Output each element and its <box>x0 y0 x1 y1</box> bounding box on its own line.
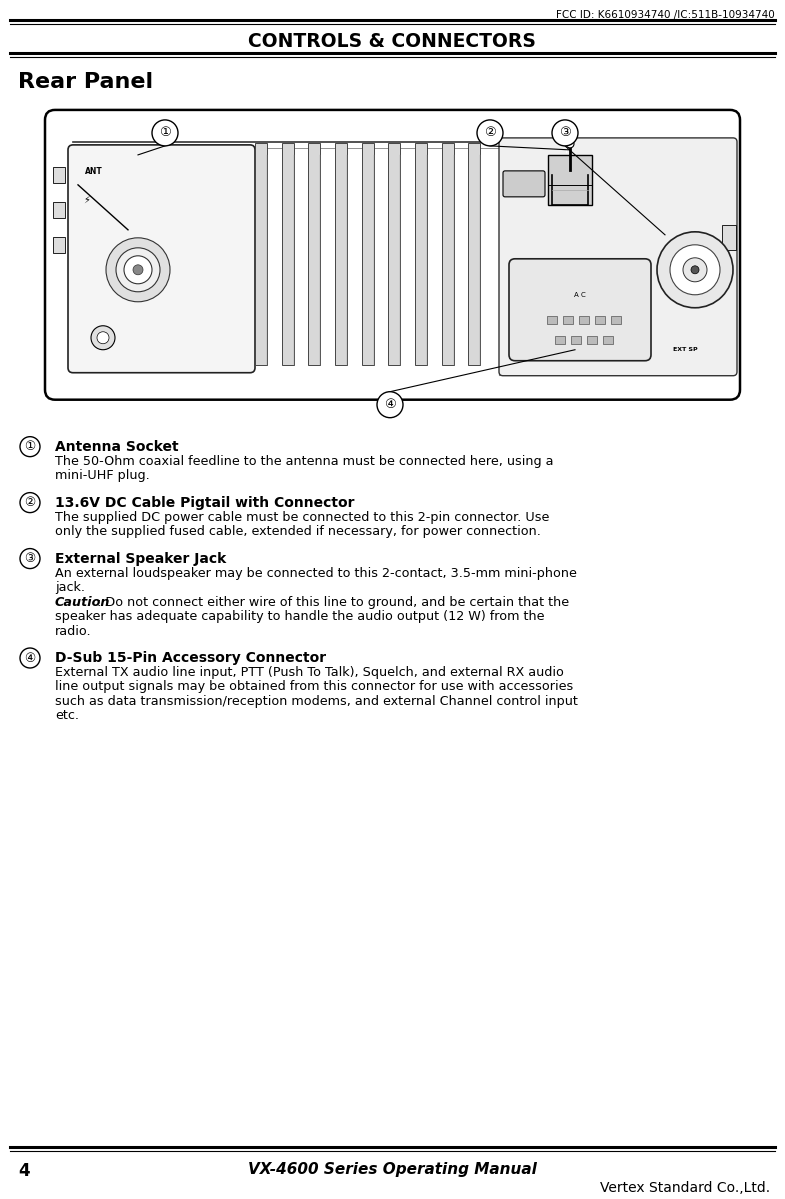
Bar <box>611 315 621 324</box>
Text: VX-4600 Series Operating Manual: VX-4600 Series Operating Manual <box>247 1162 536 1177</box>
Bar <box>53 167 65 183</box>
Bar <box>547 315 557 324</box>
Text: ③: ③ <box>559 126 571 139</box>
Text: A C: A C <box>574 291 586 297</box>
Circle shape <box>116 248 160 291</box>
FancyBboxPatch shape <box>45 110 740 399</box>
Text: etc.: etc. <box>55 710 79 723</box>
Text: Caution: Caution <box>55 596 111 609</box>
Text: FCC ID: K6610934740 /IC:511B-10934740: FCC ID: K6610934740 /IC:511B-10934740 <box>557 10 775 20</box>
Text: EXT SP: EXT SP <box>673 348 698 353</box>
Text: ③: ③ <box>24 552 35 565</box>
Circle shape <box>133 265 143 275</box>
Circle shape <box>106 237 170 302</box>
Text: ④: ④ <box>384 398 396 411</box>
Bar <box>571 336 581 344</box>
Text: only the supplied fused cable, extended if necessary, for power connection.: only the supplied fused cable, extended … <box>55 525 541 538</box>
Circle shape <box>566 140 574 147</box>
Bar <box>595 315 605 324</box>
Circle shape <box>20 549 40 568</box>
Circle shape <box>670 245 720 295</box>
Bar <box>415 143 427 364</box>
Text: External TX audio line input, PTT (Push To Talk), Squelch, and external RX audio: External TX audio line input, PTT (Push … <box>55 665 564 679</box>
Text: The 50-Ohm coaxial feedline to the antenna must be connected here, using a: The 50-Ohm coaxial feedline to the anten… <box>55 454 553 468</box>
Bar <box>53 237 65 253</box>
FancyBboxPatch shape <box>509 259 651 361</box>
Circle shape <box>20 647 40 668</box>
Bar <box>442 143 454 364</box>
Bar <box>563 315 573 324</box>
Bar <box>555 336 565 344</box>
Text: : Do not connect either wire of this line to ground, and be certain that the: : Do not connect either wire of this lin… <box>97 596 569 609</box>
Bar <box>309 143 320 364</box>
Bar <box>362 143 374 364</box>
Text: The supplied DC power cable must be connected to this 2-pin connector. Use: The supplied DC power cable must be conn… <box>55 511 549 524</box>
Circle shape <box>683 258 707 282</box>
Text: Rear Panel: Rear Panel <box>18 72 153 92</box>
Circle shape <box>377 392 403 417</box>
Circle shape <box>20 436 40 457</box>
Text: such as data transmission/reception modems, and external Channel control input: such as data transmission/reception mode… <box>55 695 578 707</box>
Text: mini-UHF plug.: mini-UHF plug. <box>55 469 150 482</box>
Text: ①: ① <box>24 440 35 453</box>
FancyBboxPatch shape <box>499 138 737 375</box>
Text: ②: ② <box>484 126 496 139</box>
Circle shape <box>152 120 178 146</box>
Text: Vertex Standard Co.,Ltd.: Vertex Standard Co.,Ltd. <box>600 1181 770 1195</box>
Bar <box>53 201 65 218</box>
Text: ②: ② <box>24 496 35 510</box>
Text: External Speaker Jack: External Speaker Jack <box>55 552 226 566</box>
Circle shape <box>657 231 733 308</box>
Text: ①: ① <box>159 126 171 139</box>
Bar <box>579 315 589 324</box>
Text: CONTROLS & CONNECTORS: CONTROLS & CONNECTORS <box>248 32 536 52</box>
Bar <box>389 143 400 364</box>
Circle shape <box>97 332 109 344</box>
FancyBboxPatch shape <box>503 171 545 197</box>
Bar <box>722 225 736 249</box>
Text: ANT: ANT <box>85 168 103 176</box>
Text: 4: 4 <box>18 1162 30 1180</box>
Circle shape <box>91 326 115 350</box>
Bar <box>255 143 267 364</box>
Bar <box>469 143 480 364</box>
Text: An external loudspeaker may be connected to this 2-contact, 3.5-mm mini-phone: An external loudspeaker may be connected… <box>55 567 577 579</box>
Circle shape <box>20 493 40 513</box>
Circle shape <box>124 255 152 284</box>
Circle shape <box>477 120 503 146</box>
Text: 13.6V DC Cable Pigtail with Connector: 13.6V DC Cable Pigtail with Connector <box>55 495 355 510</box>
Text: ⚡: ⚡ <box>83 195 89 205</box>
Bar <box>282 143 294 364</box>
Circle shape <box>691 266 699 273</box>
Bar <box>335 143 347 364</box>
Text: Antenna Socket: Antenna Socket <box>55 440 179 453</box>
Bar <box>548 155 592 205</box>
Text: D-Sub 15-Pin Accessory Connector: D-Sub 15-Pin Accessory Connector <box>55 651 326 665</box>
Text: radio.: radio. <box>55 625 92 638</box>
Text: ④: ④ <box>24 651 35 664</box>
Text: line output signals may be obtained from this connector for use with accessories: line output signals may be obtained from… <box>55 681 573 693</box>
Text: speaker has adequate capability to handle the audio output (12 W) from the: speaker has adequate capability to handl… <box>55 610 545 623</box>
Bar <box>603 336 613 344</box>
Text: jack.: jack. <box>55 582 85 594</box>
Circle shape <box>552 120 578 146</box>
Bar <box>587 336 597 344</box>
FancyBboxPatch shape <box>68 145 255 373</box>
